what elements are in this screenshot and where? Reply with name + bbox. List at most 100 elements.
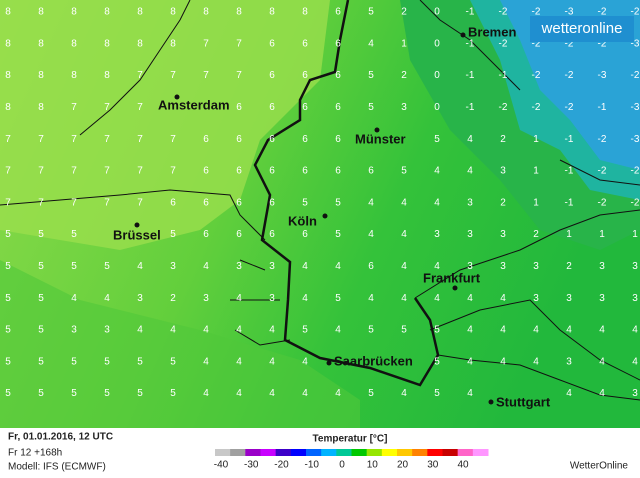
grid-value: 5 — [71, 388, 77, 399]
grid-value: -2 — [598, 38, 607, 49]
grid-value: 1 — [632, 229, 638, 240]
grid-value: 4 — [500, 325, 506, 336]
grid-value: 3 — [269, 261, 275, 272]
scale-segment — [457, 449, 474, 456]
grid-value: 5 — [302, 325, 308, 336]
grid-value: 4 — [467, 134, 473, 145]
scale-segment — [336, 449, 352, 456]
grid-value: 0 — [434, 7, 440, 18]
grid-value: 6 — [269, 197, 275, 208]
grid-value: 6 — [203, 166, 209, 177]
scale-segment — [321, 449, 337, 456]
scale-label: 30 — [427, 460, 439, 471]
grid-value: 4 — [467, 356, 473, 367]
borders — [0, 0, 640, 401]
grid-value: 5 — [368, 102, 374, 113]
grid-value: -2 — [499, 102, 508, 113]
scale-label: -30 — [244, 460, 259, 471]
grid-value: 4 — [71, 293, 77, 304]
grid-value: 5 — [170, 388, 176, 399]
grid-value: 7 — [236, 70, 242, 81]
grid-value: 5 — [434, 134, 440, 145]
grid-value: 4 — [368, 293, 374, 304]
grid-value: 5 — [5, 293, 11, 304]
grid-value: 8 — [5, 102, 11, 113]
grid-value: 4 — [467, 325, 473, 336]
grid-value: 4 — [467, 293, 473, 304]
grid-value: -2 — [499, 7, 508, 18]
grid-value: 3 — [632, 293, 638, 304]
grid-value: 0 — [434, 102, 440, 113]
grid-value: 6 — [335, 134, 341, 145]
grid-value: 1 — [533, 134, 539, 145]
grid-value: -2 — [532, 7, 541, 18]
grid-value: 4 — [269, 325, 275, 336]
grid-value: 4 — [566, 325, 572, 336]
grid-value: 6 — [236, 166, 242, 177]
scale-segment — [215, 449, 231, 456]
grid-value: 6 — [269, 134, 275, 145]
grid-value: 4 — [137, 325, 143, 336]
grid-value: 0 — [434, 70, 440, 81]
grid-value: 4 — [302, 356, 308, 367]
grid-value: 5 — [5, 261, 11, 272]
grid-value: 4 — [401, 229, 407, 240]
grid-value: 4 — [500, 356, 506, 367]
grid-value: 4 — [170, 325, 176, 336]
grid-value: 4 — [401, 293, 407, 304]
grid-value: 7 — [170, 70, 176, 81]
grid-value: 4 — [632, 356, 638, 367]
grid-value: 7 — [104, 197, 110, 208]
city-label: Saarbrücken — [334, 353, 413, 368]
grid-value: 7 — [38, 134, 44, 145]
mild-zone — [0, 260, 360, 428]
grid-value: 7 — [5, 197, 11, 208]
grid-value: -2 — [532, 102, 541, 113]
grid-value: 6 — [269, 229, 275, 240]
grid-value: 5 — [335, 293, 341, 304]
city-dot — [134, 222, 140, 228]
grid-value: -3 — [631, 102, 640, 113]
grid-value: 3 — [632, 388, 638, 399]
grid-value: 4 — [236, 356, 242, 367]
grid-value: 6 — [335, 70, 341, 81]
grid-value: 1 — [599, 229, 605, 240]
scale-segment — [306, 449, 322, 456]
logo: wetteronline — [541, 20, 623, 37]
grid-value: 4 — [599, 325, 605, 336]
grid-value: 6 — [269, 166, 275, 177]
grid-value: 4 — [599, 388, 605, 399]
grid-value: 8 — [302, 7, 308, 18]
scale-label: 20 — [397, 460, 409, 471]
grid-value: 0 — [434, 38, 440, 49]
grid-value: 8 — [38, 38, 44, 49]
grid-value: -3 — [598, 70, 607, 81]
grid-value: 6 — [236, 134, 242, 145]
grid-value: -2 — [499, 38, 508, 49]
scale-segment — [245, 449, 261, 456]
grid-value: 4 — [236, 388, 242, 399]
grid-value: 8 — [170, 7, 176, 18]
scale-segment — [472, 449, 489, 456]
grid-value: -2 — [598, 134, 607, 145]
grid-value: 4 — [368, 229, 374, 240]
scale-label: 10 — [367, 460, 379, 471]
grid-value: 5 — [104, 261, 110, 272]
grid-value: 1 — [533, 166, 539, 177]
grid-value: 8 — [38, 102, 44, 113]
cold-zone — [500, 0, 640, 170]
grid-value: 3 — [137, 293, 143, 304]
grid-value: 4 — [203, 356, 209, 367]
timestamp: Fr, 01.01.2016, 12 UTC — [8, 432, 113, 443]
grid-value: 7 — [170, 166, 176, 177]
grid-value: -1 — [466, 70, 475, 81]
grid-value: 6 — [236, 102, 242, 113]
grid-value: 8 — [104, 38, 110, 49]
city-dot — [326, 360, 332, 366]
grid-value: 8 — [71, 70, 77, 81]
grid-value: 7 — [104, 166, 110, 177]
grid-value: 4 — [269, 388, 275, 399]
grid-value: 7 — [38, 166, 44, 177]
grid-value: 5 — [170, 356, 176, 367]
